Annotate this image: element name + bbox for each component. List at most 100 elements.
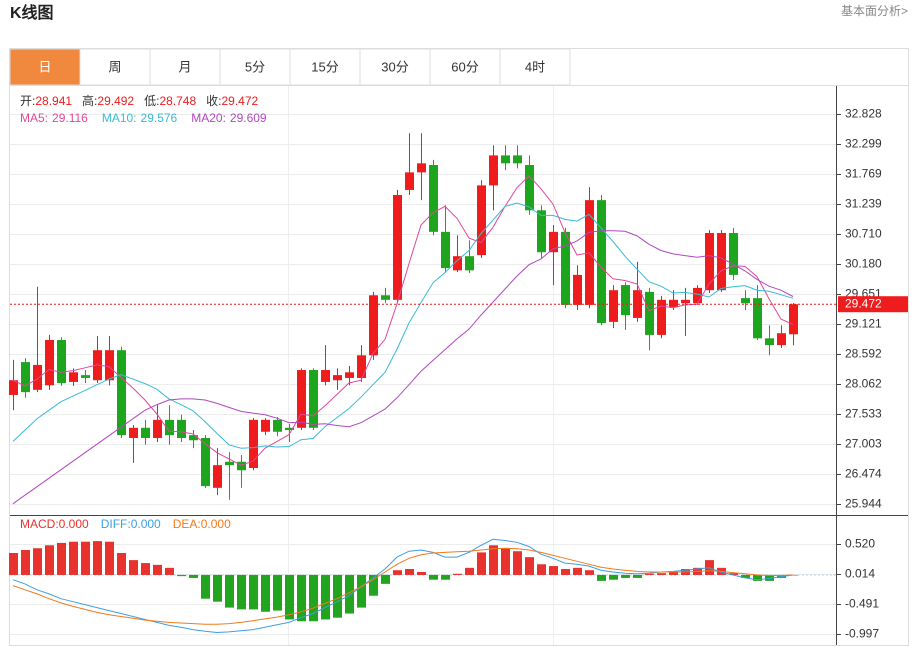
tab-bg[interactable] [219,48,291,86]
tab-label[interactable]: 30分 [381,59,408,74]
candle-body [345,372,354,378]
macd-bar [573,567,582,575]
macd-bar [273,574,282,611]
macd-bar [489,545,498,575]
legend-value: 0.000 [131,517,161,531]
legend-name: MA10: [102,111,137,125]
candle-body [57,340,66,384]
macd-bar [213,574,222,602]
macd-bar [525,557,534,575]
tab-bg[interactable] [499,48,571,86]
tab[interactable]: 30分 [359,48,431,86]
candle-body [393,195,402,300]
macd-bar [345,574,354,614]
y-tick-label: -0.997 [845,627,879,641]
legend-name: DIFF: [101,517,131,531]
ohlc-label: 开: [20,94,35,108]
macd-bar [597,574,606,581]
candle-body [249,419,258,468]
y-tick-label: 28.592 [845,347,882,361]
macd-bar [561,569,570,575]
candle-body [189,435,198,441]
tab-label[interactable]: 4时 [525,59,545,74]
y-tick-label: -0.491 [845,597,879,611]
macd-bar [81,541,90,575]
candle-body [153,419,162,438]
tab-bg[interactable] [429,48,501,86]
candle-body [9,380,18,395]
tab-label[interactable]: 5分 [245,59,265,74]
macd-bar [357,574,366,608]
candle-body [465,256,474,271]
macd-bar [669,571,678,575]
candle-body [381,295,390,300]
tab[interactable]: 周 [79,48,151,86]
candle-body [717,232,726,291]
macd-bar [393,570,402,575]
macd-bar [237,574,246,610]
tab-label[interactable]: 60分 [451,59,478,74]
tab-bg[interactable] [9,48,81,86]
price-tag-label: 29.472 [845,296,882,310]
analysis-link[interactable]: 基本面分析> [841,4,908,18]
y-tick-label: 32.828 [845,107,882,121]
macd-bar [69,541,78,575]
candle-body [645,291,654,335]
tab[interactable]: 月 [149,48,221,86]
tab-bar: 日 周 月 5分 15分 30分 60分 4时 [9,48,571,86]
tab[interactable]: 5分 [219,48,291,86]
macd-bar [741,574,750,578]
macd-bar [261,574,270,612]
candle-body [69,372,78,382]
ma-line [12,175,794,466]
candle-body [213,465,222,488]
tab-bg[interactable] [79,48,151,86]
tab-label[interactable]: 周 [108,59,121,74]
macd-bar [429,574,438,580]
y-tick-label: 27.003 [845,437,882,451]
macd-bar [633,574,642,578]
candle-body [177,419,186,438]
candle-body [777,333,786,346]
tab[interactable]: 日 [9,48,81,86]
macd-bar [753,574,762,581]
legend-value: 0.000 [59,517,89,531]
macd-bar [789,574,798,576]
macd-bar [309,574,318,622]
tab-bg[interactable] [289,48,361,86]
candle-body [105,350,114,381]
tab-label[interactable]: 日 [38,59,51,74]
legend-value: 29.116 [52,111,88,125]
tab[interactable]: 60分 [429,48,501,86]
tab-label[interactable]: 15分 [311,59,338,74]
macd-bar [453,573,462,575]
candle-body [513,155,522,164]
ohlc-value: 28.941 [35,94,72,108]
macd-bar [285,574,294,620]
macd-bar [21,550,30,575]
macd-bar [645,573,654,575]
tab[interactable]: 15分 [289,48,361,86]
ohlc-value: 29.492 [97,94,134,108]
candle-body [441,231,450,269]
tab[interactable]: 4时 [499,48,571,86]
legend-name: DEA: [173,517,201,531]
ohlc-label: 高: [82,93,97,108]
candle-body [165,419,174,436]
macd-bar [93,541,102,575]
tab-bg[interactable] [359,48,431,86]
candle-body [753,298,762,339]
candle-body [309,370,318,428]
tab-label[interactable]: 月 [178,59,191,74]
y-tick-label: 28.062 [845,377,882,391]
legend-name: MA20: [191,111,226,125]
macd-bar [585,570,594,575]
ohlc-label: 收: [206,94,221,108]
ma-line [12,230,794,505]
macd-bar [609,574,618,580]
candle-body [429,165,438,232]
macd-bar [249,574,258,610]
macd-line [12,547,794,625]
y-tick-label: 0.014 [845,567,875,581]
macd-bar [441,574,450,580]
